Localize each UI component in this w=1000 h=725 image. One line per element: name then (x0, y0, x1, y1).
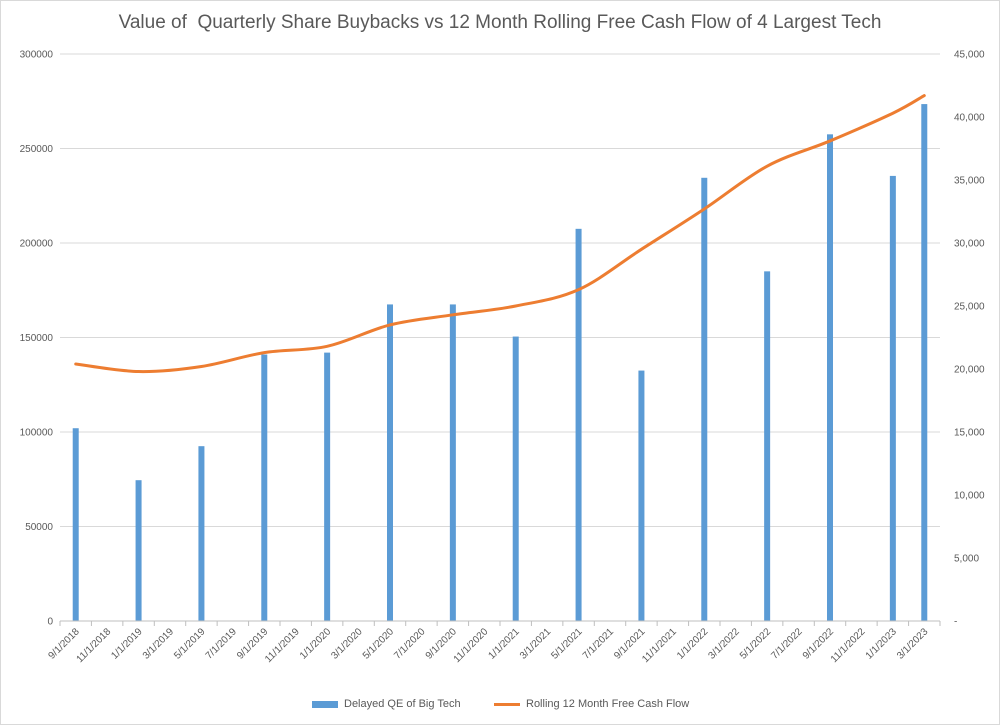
line-series (74, 94, 926, 374)
legend: Delayed QE of Big Tech Rolling 12 Month … (0, 694, 1000, 714)
bar (261, 354, 268, 621)
left-axis-ticks: 0 50000 100000 150000 200000 250000 300000 (20, 50, 54, 628)
axes (59, 620, 941, 626)
bar-series (72, 104, 928, 622)
right-tick-label: 10,000 (954, 491, 985, 502)
left-tick-label: 0 (47, 617, 53, 628)
x-tick-label: 7/1/2020 (392, 626, 428, 662)
right-tick-label: 20,000 (954, 365, 985, 376)
x-tick-label: 5/1/2021 (549, 626, 585, 662)
bar (701, 177, 708, 622)
x-tick-label: 3/1/2021 (518, 626, 554, 662)
left-tick-label: 300000 (20, 50, 54, 61)
left-tick-label: 50000 (25, 522, 53, 533)
right-tick-label: 25,000 (954, 302, 985, 313)
left-tick-label: 100000 (20, 428, 54, 439)
chart-title: Value of Quarterly Share Buybacks vs 12 … (118, 12, 882, 33)
x-tick-label: 11/1/2019 (263, 626, 302, 665)
bar (324, 352, 331, 621)
right-tick-label: 30,000 (954, 239, 985, 250)
right-tick-label: 5,000 (954, 554, 979, 565)
right-tick-label: 15,000 (954, 428, 985, 439)
x-tick-label: 11/1/2018 (75, 626, 114, 665)
right-tick-label: - (954, 617, 957, 628)
right-tick-label: 40,000 (954, 113, 985, 124)
left-tick-label: 150000 (20, 333, 54, 344)
x-tick-label: 3/1/2022 (707, 626, 743, 662)
legend-label-line: Rolling 12 Month Free Cash Flow (526, 698, 690, 710)
bar (72, 428, 79, 621)
legend-item-bars: Delayed QE of Big Tech (312, 694, 461, 714)
x-tick-label: 11/1/2021 (640, 626, 679, 665)
right-axis-ticks: - 5,000 10,000 15,000 20,000 25,000 30,000 35,0… (954, 50, 985, 628)
bar (135, 480, 142, 621)
bar (889, 175, 896, 621)
bar (638, 370, 645, 621)
bar (575, 228, 582, 621)
x-tick-label: 7/1/2021 (581, 626, 617, 662)
x-tick-label: 1/1/2019 (109, 626, 145, 662)
x-tick-label: 5/1/2019 (172, 626, 208, 662)
x-tick-label: 1/1/2022 (675, 626, 711, 662)
x-tick-label: 1/1/2021 (487, 626, 523, 662)
fcf-line (74, 94, 926, 374)
gridlines (60, 53, 940, 527)
x-tick-label: 1/1/2020 (298, 626, 334, 662)
x-tick-label: 11/1/2020 (452, 626, 491, 665)
bar (827, 134, 833, 621)
x-tick-label: 5/1/2020 (361, 626, 397, 662)
right-tick-label: 35,000 (954, 176, 985, 187)
legend-swatch-line (494, 702, 520, 706)
legend-swatch-bar (312, 700, 338, 708)
x-tick-label: 1/1/2023 (864, 626, 900, 662)
bar (512, 336, 519, 621)
bar (198, 446, 205, 621)
bar (921, 104, 928, 621)
legend-item-line: Rolling 12 Month Free Cash Flow (494, 694, 689, 714)
x-tick-label: 3/1/2020 (329, 626, 365, 662)
x-tick-label: 11/1/2022 (829, 626, 868, 665)
left-tick-label: 200000 (20, 239, 54, 250)
x-tick-label: 7/1/2019 (204, 626, 240, 662)
x-tick-label: 5/1/2022 (738, 626, 774, 662)
legend-label-bars: Delayed QE of Big Tech (344, 698, 461, 710)
x-axis-ticks: 9/1/201811/1/20181/1/20193/1/20195/1/201… (47, 626, 931, 665)
bar (387, 304, 393, 621)
bar (449, 304, 456, 621)
left-tick-label: 250000 (20, 144, 54, 155)
right-tick-label: 45,000 (954, 50, 985, 61)
x-tick-label: 7/1/2022 (769, 626, 805, 662)
x-tick-label: 3/1/2019 (141, 626, 177, 662)
x-tick-label: 3/1/2023 (895, 626, 931, 662)
bar (764, 271, 771, 621)
